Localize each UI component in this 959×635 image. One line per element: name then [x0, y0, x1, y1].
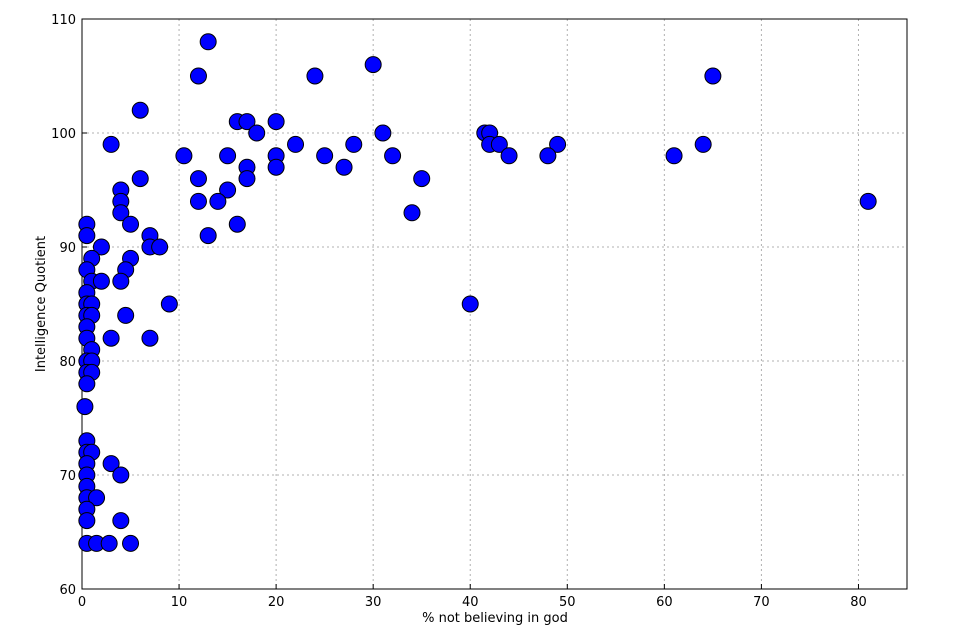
point: [267, 113, 285, 131]
y-tick-label: 60: [59, 583, 76, 598]
y-tick-label: 100: [51, 127, 76, 142]
point: [131, 101, 149, 119]
point: [199, 227, 217, 245]
point: [490, 135, 508, 153]
x-tick-label: 60: [656, 595, 673, 610]
x-tick-label: 20: [268, 595, 285, 610]
point: [500, 147, 518, 165]
point: [287, 135, 305, 153]
point: [413, 170, 431, 188]
point: [141, 329, 159, 347]
point: [112, 512, 130, 530]
x-axis-label: % not believing in god: [422, 611, 568, 626]
point: [238, 113, 256, 131]
point: [665, 147, 683, 165]
point: [112, 204, 130, 222]
point: [78, 375, 96, 393]
point: [228, 215, 246, 233]
point: [238, 170, 256, 188]
x-tick-label: 10: [171, 595, 188, 610]
point: [539, 147, 557, 165]
point: [316, 147, 334, 165]
point: [189, 67, 207, 85]
point: [549, 135, 567, 153]
point: [859, 192, 877, 210]
point: [267, 158, 285, 176]
point: [384, 147, 402, 165]
point: [160, 295, 178, 313]
point: [131, 170, 149, 188]
y-tick-label: 90: [59, 241, 76, 256]
point: [199, 33, 217, 51]
point: [374, 124, 392, 142]
point: [117, 306, 135, 324]
plot-frame: [81, 18, 908, 590]
x-tick-label: 50: [559, 595, 576, 610]
point: [112, 466, 130, 484]
point: [403, 204, 421, 222]
y-tick-label: 70: [59, 469, 76, 484]
point: [335, 158, 353, 176]
point: [694, 135, 712, 153]
y-tick-label: 80: [59, 355, 76, 370]
point: [88, 489, 106, 507]
point: [92, 272, 110, 290]
point: [209, 192, 227, 210]
point: [122, 534, 140, 552]
point: [248, 124, 266, 142]
x-tick-label: 40: [462, 595, 479, 610]
point: [306, 67, 324, 85]
point: [112, 272, 130, 290]
point: [345, 135, 363, 153]
point: [175, 147, 193, 165]
point: [189, 192, 207, 210]
point: [151, 238, 169, 256]
point: [102, 135, 120, 153]
point: [461, 295, 479, 313]
x-tick-label: 30: [365, 595, 382, 610]
point: [219, 181, 237, 199]
point: [78, 512, 96, 530]
point: [78, 227, 96, 245]
point: [122, 215, 140, 233]
y-tick-label: 110: [51, 13, 76, 28]
x-tick-label: 70: [753, 595, 770, 610]
point: [92, 238, 110, 256]
point: [364, 56, 382, 74]
y-axis-label: Intelligence Quotient: [34, 236, 49, 372]
point: [102, 455, 120, 473]
point: [219, 147, 237, 165]
x-tick-label: 80: [850, 595, 867, 610]
x-tick-label: 0: [78, 595, 86, 610]
point: [102, 329, 120, 347]
point: [76, 398, 94, 416]
point: [100, 534, 118, 552]
point: [189, 170, 207, 188]
point: [704, 67, 722, 85]
